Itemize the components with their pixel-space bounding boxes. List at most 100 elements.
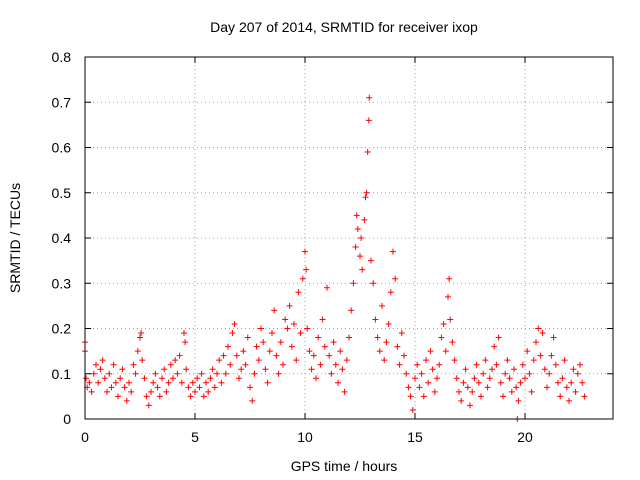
data-point bbox=[482, 357, 489, 364]
data-point bbox=[528, 388, 535, 395]
data-point bbox=[187, 393, 194, 400]
data-point bbox=[200, 393, 207, 400]
data-point bbox=[420, 393, 427, 400]
data-point bbox=[238, 366, 245, 373]
data-point bbox=[218, 379, 225, 386]
data-point bbox=[403, 370, 410, 377]
data-point bbox=[460, 379, 467, 386]
data-point bbox=[385, 320, 392, 327]
data-point bbox=[414, 361, 421, 368]
data-point bbox=[372, 316, 379, 323]
data-point bbox=[363, 189, 370, 196]
data-point bbox=[141, 375, 148, 382]
data-point bbox=[568, 379, 575, 386]
data-point bbox=[315, 334, 322, 341]
data-point bbox=[464, 384, 471, 391]
data-point bbox=[233, 352, 240, 359]
data-point bbox=[152, 370, 159, 377]
data-point bbox=[128, 388, 135, 395]
data-point bbox=[178, 379, 185, 386]
data-point bbox=[253, 343, 260, 350]
data-point bbox=[112, 379, 119, 386]
data-point bbox=[260, 339, 267, 346]
data-point bbox=[446, 275, 453, 282]
data-point bbox=[99, 357, 106, 364]
data-point bbox=[310, 352, 317, 359]
x-tick-label: 15 bbox=[407, 429, 423, 445]
data-point bbox=[134, 348, 141, 355]
data-point bbox=[139, 357, 146, 364]
y-tick-label: 0.2 bbox=[52, 321, 72, 337]
data-point bbox=[440, 320, 447, 327]
grid-lines bbox=[85, 57, 613, 419]
data-point bbox=[409, 406, 416, 413]
data-point bbox=[572, 388, 579, 395]
y-tick-label: 0.8 bbox=[52, 49, 72, 65]
data-point bbox=[559, 375, 566, 382]
data-point bbox=[376, 348, 383, 355]
data-point bbox=[365, 117, 372, 124]
data-point bbox=[115, 393, 121, 400]
data-point bbox=[244, 334, 251, 341]
data-point bbox=[511, 366, 517, 373]
data-point bbox=[145, 402, 152, 409]
data-point bbox=[337, 348, 344, 355]
data-point bbox=[359, 266, 366, 273]
data-point bbox=[535, 325, 542, 332]
data-point bbox=[445, 293, 451, 300]
data-point bbox=[167, 361, 174, 368]
data-point bbox=[506, 375, 513, 382]
y-tick-label: 0.7 bbox=[52, 94, 72, 110]
data-point bbox=[303, 266, 310, 273]
data-point bbox=[374, 334, 381, 341]
data-point bbox=[352, 244, 359, 251]
data-point bbox=[227, 361, 234, 368]
data-point bbox=[182, 339, 189, 346]
data-point bbox=[163, 388, 170, 395]
data-point bbox=[343, 357, 350, 364]
data-point bbox=[467, 402, 473, 409]
data-point bbox=[271, 307, 278, 314]
data-point bbox=[214, 370, 220, 377]
data-point bbox=[97, 366, 104, 373]
data-point bbox=[192, 388, 198, 395]
data-point bbox=[330, 339, 337, 346]
data-point bbox=[209, 366, 216, 373]
data-point bbox=[304, 325, 311, 332]
data-point bbox=[390, 248, 396, 255]
data-point bbox=[284, 325, 291, 332]
data-point bbox=[117, 375, 124, 382]
data-point bbox=[240, 348, 247, 355]
data-point bbox=[220, 352, 227, 359]
data-point bbox=[324, 284, 330, 291]
data-point bbox=[346, 334, 352, 341]
data-point bbox=[396, 361, 403, 368]
data-point bbox=[434, 375, 440, 382]
data-point bbox=[398, 330, 405, 337]
data-point bbox=[126, 379, 132, 386]
data-point bbox=[341, 388, 348, 395]
data-point bbox=[143, 393, 150, 400]
x-tick-label: 10 bbox=[297, 429, 313, 445]
data-point bbox=[563, 384, 570, 391]
data-point bbox=[471, 375, 478, 382]
data-point bbox=[119, 366, 126, 373]
data-point bbox=[405, 384, 412, 391]
data-point bbox=[366, 94, 373, 101]
y-tick-label: 0.5 bbox=[52, 185, 72, 201]
data-point bbox=[495, 334, 502, 341]
data-point bbox=[321, 343, 328, 350]
data-point bbox=[207, 375, 214, 382]
data-point bbox=[194, 375, 201, 382]
data-point bbox=[354, 225, 361, 232]
data-point bbox=[236, 375, 242, 382]
data-point bbox=[486, 375, 493, 382]
data-point bbox=[497, 379, 504, 386]
x-axis-label: GPS time / hours bbox=[291, 458, 398, 474]
data-point bbox=[491, 343, 498, 350]
data-point bbox=[138, 330, 145, 337]
data-point bbox=[319, 316, 326, 323]
data-point bbox=[170, 375, 176, 382]
data-point bbox=[339, 366, 346, 373]
